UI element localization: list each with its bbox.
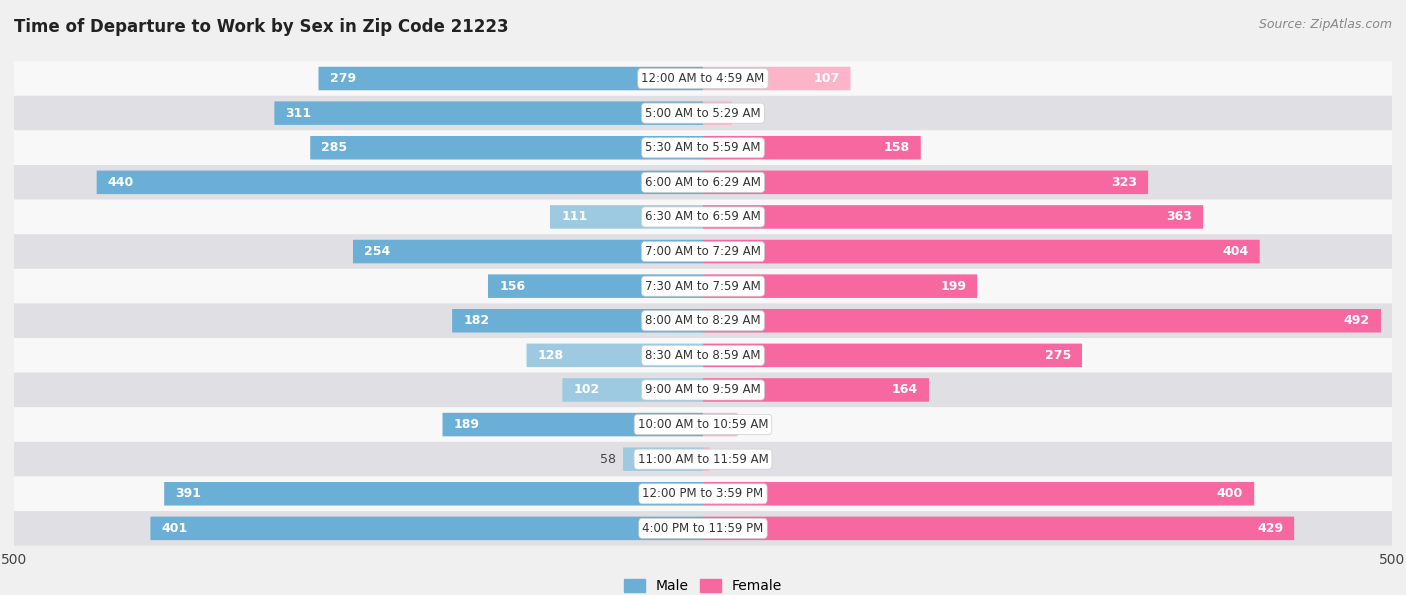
Text: 156: 156 xyxy=(499,280,526,293)
FancyBboxPatch shape xyxy=(550,205,703,228)
FancyBboxPatch shape xyxy=(14,407,1392,442)
Text: 6:00 AM to 6:29 AM: 6:00 AM to 6:29 AM xyxy=(645,176,761,189)
Text: 7:00 AM to 7:29 AM: 7:00 AM to 7:29 AM xyxy=(645,245,761,258)
Text: 10:00 AM to 10:59 AM: 10:00 AM to 10:59 AM xyxy=(638,418,768,431)
FancyBboxPatch shape xyxy=(703,309,1381,333)
FancyBboxPatch shape xyxy=(443,413,703,436)
Text: 400: 400 xyxy=(1216,487,1243,500)
Text: 164: 164 xyxy=(891,383,918,396)
Text: 58: 58 xyxy=(600,453,616,466)
Text: 363: 363 xyxy=(1166,211,1192,224)
FancyBboxPatch shape xyxy=(703,413,738,436)
Text: 7:30 AM to 7:59 AM: 7:30 AM to 7:59 AM xyxy=(645,280,761,293)
Text: 275: 275 xyxy=(1045,349,1071,362)
Text: 12:00 AM to 4:59 AM: 12:00 AM to 4:59 AM xyxy=(641,72,765,85)
FancyBboxPatch shape xyxy=(14,130,1392,165)
Text: 102: 102 xyxy=(574,383,600,396)
FancyBboxPatch shape xyxy=(14,477,1392,511)
Legend: Male, Female: Male, Female xyxy=(619,574,787,595)
Text: 199: 199 xyxy=(941,280,966,293)
FancyBboxPatch shape xyxy=(14,338,1392,372)
Text: 8:00 AM to 8:29 AM: 8:00 AM to 8:29 AM xyxy=(645,314,761,327)
Text: 391: 391 xyxy=(176,487,201,500)
FancyBboxPatch shape xyxy=(14,165,1392,200)
FancyBboxPatch shape xyxy=(703,67,851,90)
FancyBboxPatch shape xyxy=(453,309,703,333)
Text: 158: 158 xyxy=(883,141,910,154)
Text: 279: 279 xyxy=(329,72,356,85)
Text: 8:30 AM to 8:59 AM: 8:30 AM to 8:59 AM xyxy=(645,349,761,362)
Text: 9:00 AM to 9:59 AM: 9:00 AM to 9:59 AM xyxy=(645,383,761,396)
Text: 5:00 AM to 5:29 AM: 5:00 AM to 5:29 AM xyxy=(645,107,761,120)
FancyBboxPatch shape xyxy=(703,101,733,125)
Text: Time of Departure to Work by Sex in Zip Code 21223: Time of Departure to Work by Sex in Zip … xyxy=(14,18,509,36)
FancyBboxPatch shape xyxy=(527,343,703,367)
Text: 6:30 AM to 6:59 AM: 6:30 AM to 6:59 AM xyxy=(645,211,761,224)
FancyBboxPatch shape xyxy=(274,101,703,125)
FancyBboxPatch shape xyxy=(319,67,703,90)
Text: 254: 254 xyxy=(364,245,391,258)
FancyBboxPatch shape xyxy=(14,234,1392,269)
FancyBboxPatch shape xyxy=(703,205,1204,228)
FancyBboxPatch shape xyxy=(623,447,703,471)
FancyBboxPatch shape xyxy=(311,136,703,159)
FancyBboxPatch shape xyxy=(14,61,1392,96)
FancyBboxPatch shape xyxy=(14,372,1392,407)
FancyBboxPatch shape xyxy=(703,136,921,159)
Text: 429: 429 xyxy=(1257,522,1284,535)
FancyBboxPatch shape xyxy=(703,447,710,471)
FancyBboxPatch shape xyxy=(488,274,703,298)
Text: 404: 404 xyxy=(1222,245,1249,258)
FancyBboxPatch shape xyxy=(150,516,703,540)
Text: 12:00 PM to 3:59 PM: 12:00 PM to 3:59 PM xyxy=(643,487,763,500)
FancyBboxPatch shape xyxy=(703,516,1294,540)
FancyBboxPatch shape xyxy=(703,240,1260,264)
Text: 401: 401 xyxy=(162,522,188,535)
FancyBboxPatch shape xyxy=(14,96,1392,130)
FancyBboxPatch shape xyxy=(14,200,1392,234)
Text: 182: 182 xyxy=(463,314,489,327)
Text: 25: 25 xyxy=(744,418,761,431)
FancyBboxPatch shape xyxy=(14,303,1392,338)
Text: 311: 311 xyxy=(285,107,312,120)
Text: 285: 285 xyxy=(322,141,347,154)
Text: 128: 128 xyxy=(537,349,564,362)
FancyBboxPatch shape xyxy=(353,240,703,264)
FancyBboxPatch shape xyxy=(14,511,1392,546)
FancyBboxPatch shape xyxy=(562,378,703,402)
FancyBboxPatch shape xyxy=(703,171,1149,194)
FancyBboxPatch shape xyxy=(97,171,703,194)
Text: 5: 5 xyxy=(717,453,724,466)
Text: 440: 440 xyxy=(108,176,134,189)
Text: 111: 111 xyxy=(561,211,588,224)
Text: 5:30 AM to 5:59 AM: 5:30 AM to 5:59 AM xyxy=(645,141,761,154)
FancyBboxPatch shape xyxy=(703,378,929,402)
FancyBboxPatch shape xyxy=(14,269,1392,303)
FancyBboxPatch shape xyxy=(703,274,977,298)
FancyBboxPatch shape xyxy=(703,343,1083,367)
Text: Source: ZipAtlas.com: Source: ZipAtlas.com xyxy=(1258,18,1392,31)
Text: 4:00 PM to 11:59 PM: 4:00 PM to 11:59 PM xyxy=(643,522,763,535)
Text: 21: 21 xyxy=(738,107,755,120)
Text: 107: 107 xyxy=(813,72,839,85)
Text: 492: 492 xyxy=(1344,314,1369,327)
Text: 323: 323 xyxy=(1111,176,1137,189)
FancyBboxPatch shape xyxy=(703,482,1254,506)
Text: 189: 189 xyxy=(454,418,479,431)
Text: 11:00 AM to 11:59 AM: 11:00 AM to 11:59 AM xyxy=(638,453,768,466)
FancyBboxPatch shape xyxy=(165,482,703,506)
FancyBboxPatch shape xyxy=(14,442,1392,477)
